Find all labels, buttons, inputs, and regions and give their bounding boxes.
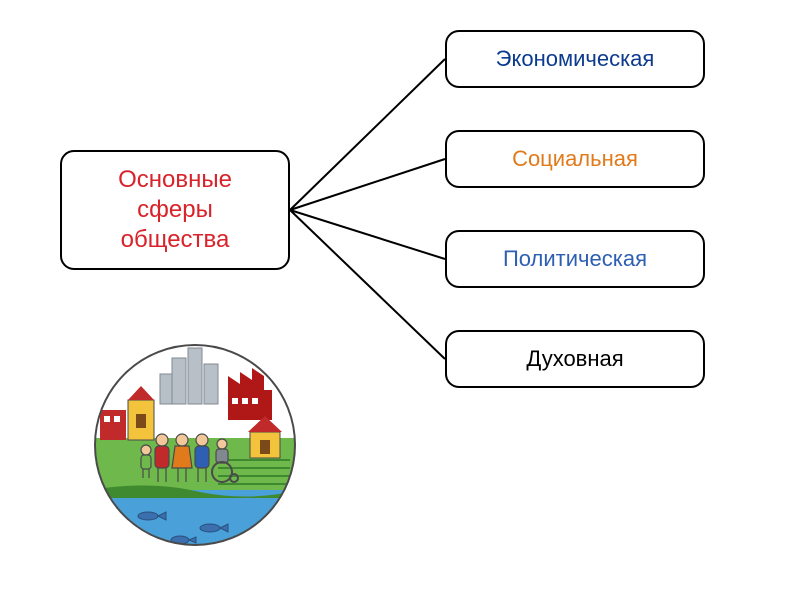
community-globe-icon <box>90 340 300 550</box>
leaf-node-social: Социальная <box>445 130 705 188</box>
root-node-label: Основные сферы общества <box>118 165 232 255</box>
leaf-node-economic: Экономическая <box>445 30 705 88</box>
leaf-node-political: Политическая <box>445 230 705 288</box>
leaf-label: Политическая <box>503 246 647 272</box>
leaf-label: Духовная <box>526 346 623 372</box>
leaf-label: Экономическая <box>496 46 655 72</box>
leaf-label: Социальная <box>512 146 638 172</box>
root-node: Основные сферы общества <box>60 150 290 270</box>
leaf-node-spiritual: Духовная <box>445 330 705 388</box>
